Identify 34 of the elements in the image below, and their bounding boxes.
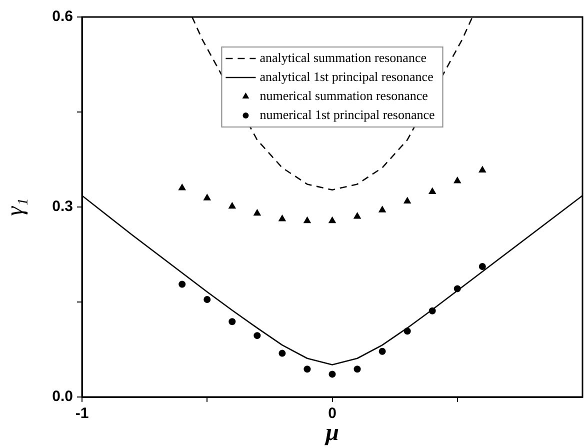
point (204, 296, 211, 303)
legend-label: numerical 1st principal resonance (260, 106, 436, 122)
point (328, 370, 336, 378)
point (328, 216, 336, 224)
point (453, 176, 462, 184)
x-axis-title: μ (324, 420, 339, 446)
point (278, 214, 286, 222)
point (304, 366, 311, 373)
point (403, 196, 412, 204)
point (254, 332, 261, 340)
point (203, 194, 212, 200)
legend-label: analytical summation resonance (260, 50, 427, 65)
y-tick-label: 0.3 (52, 198, 73, 216)
point (354, 366, 361, 373)
point (428, 187, 436, 194)
y-tick-label: 0.6 (52, 8, 73, 26)
point (378, 348, 386, 355)
point (378, 206, 386, 212)
point (253, 208, 262, 216)
point (353, 212, 362, 219)
point (478, 166, 486, 173)
y-axis-title: γ₁ (2, 198, 29, 216)
legend-label: analytical 1st principal resonance (260, 68, 434, 84)
x-tick-label: -1 (75, 405, 89, 422)
x-tick-label: 0 (328, 405, 336, 422)
point (478, 263, 486, 270)
legend-label: numerical summation resonance (260, 88, 428, 103)
point (178, 280, 186, 288)
y-tick-label: 0.0 (52, 388, 73, 406)
point (303, 216, 312, 224)
point (178, 184, 186, 190)
point (228, 202, 236, 209)
point (278, 350, 286, 357)
point (228, 318, 236, 326)
